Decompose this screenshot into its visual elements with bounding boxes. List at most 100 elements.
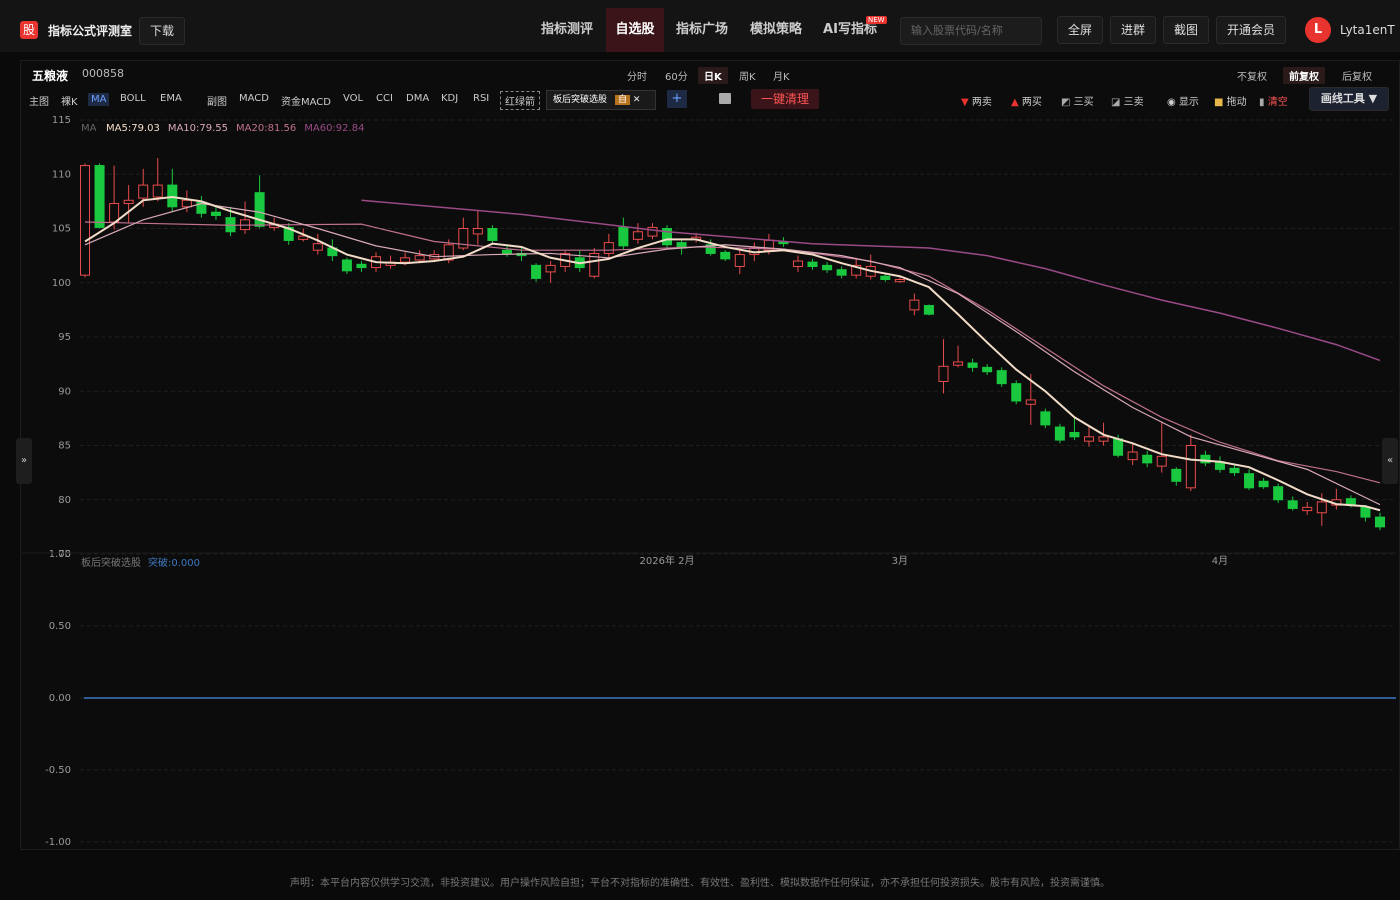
expand-right[interactable]: « xyxy=(1382,438,1398,484)
app-name[interactable]: 指标公式评测室 xyxy=(48,24,133,38)
period[interactable]: 60分 xyxy=(665,72,688,83)
candle-body xyxy=(909,299,920,311)
period[interactable]: 分时 xyxy=(627,72,647,83)
candle-body xyxy=(1142,454,1153,464)
nav-item[interactable]: 指标广场 xyxy=(675,22,728,37)
download-button[interactable]: 下载 xyxy=(139,17,185,45)
candle-body xyxy=(996,370,1007,385)
signal[interactable]: ◪ 三卖 xyxy=(1111,97,1144,108)
candle-body xyxy=(792,260,803,267)
candle-body xyxy=(982,366,993,373)
candle-body xyxy=(1244,473,1255,489)
empty-button[interactable]: ▮ 清空 xyxy=(1259,97,1288,108)
drag-toggle[interactable]: ■ 拖动 xyxy=(1214,97,1247,108)
tool[interactable]: CCI xyxy=(376,93,393,104)
tool[interactable]: BOLL xyxy=(120,93,146,104)
tool[interactable]: DMA xyxy=(406,93,430,104)
signal[interactable]: ◩ 三买 xyxy=(1061,97,1094,108)
tool[interactable]: 主图 xyxy=(29,97,49,108)
nav-item[interactable]: AI写指标 xyxy=(823,22,877,37)
candle-body xyxy=(1200,454,1211,464)
candle-body xyxy=(603,242,614,254)
signal-label: 三卖 xyxy=(1123,97,1144,108)
logo[interactable]: 股 xyxy=(20,21,38,39)
expand-left[interactable]: » xyxy=(16,438,32,484)
candle-body xyxy=(501,249,512,254)
tool[interactable]: 副图 xyxy=(207,97,227,108)
y-tick-label: 80 xyxy=(58,495,71,506)
candle-body xyxy=(807,261,818,267)
candle-body xyxy=(400,257,411,263)
nav-item[interactable]: 指标测评 xyxy=(540,22,593,37)
candle-body xyxy=(210,211,221,216)
adjust[interactable]: 不复权 xyxy=(1237,72,1267,83)
y-tick-label: 1.00 xyxy=(49,549,71,560)
candle-body xyxy=(1171,468,1182,482)
tool[interactable]: VOL xyxy=(343,93,364,104)
candle-body xyxy=(1083,436,1094,442)
candle-body xyxy=(734,254,745,267)
avatar[interactable]: L xyxy=(1305,17,1331,43)
show-toggle[interactable]: ◉ 显示 xyxy=(1167,97,1199,108)
signal[interactable]: ▼ 两卖 xyxy=(961,97,992,108)
header-button[interactable]: 进群 xyxy=(1110,16,1156,44)
period[interactable]: 月K xyxy=(773,72,790,83)
strategy-name: 板后突破选股 xyxy=(553,95,608,105)
legend-entry: MA60:92.84 xyxy=(304,123,364,134)
signal[interactable]: ▲ 两买 xyxy=(1011,97,1042,108)
draw-tool-button[interactable]: 画线工具 ▼ xyxy=(1309,87,1389,111)
candle-body xyxy=(487,228,498,241)
candle-body xyxy=(1069,431,1080,438)
candle-body xyxy=(1273,486,1284,501)
legend-entry: MA5:79.03 xyxy=(106,123,160,134)
tool[interactable]: 裸K xyxy=(61,97,78,108)
header-button[interactable]: 开通会员 xyxy=(1216,16,1286,44)
username[interactable]: Lyta1enT xyxy=(1340,23,1395,37)
period[interactable]: 周K xyxy=(739,72,756,83)
footer: 声明：本平台内容仅供学习交流，非投资建议。用户操作风险自担；平台不对指标的准确性… xyxy=(290,878,1110,889)
sub-title: 板后突破选股 xyxy=(81,556,141,569)
adjust[interactable]: 前复权 xyxy=(1283,67,1325,84)
tool[interactable]: KDJ xyxy=(441,93,459,104)
add-button[interactable]: + xyxy=(667,90,687,108)
ma-line xyxy=(84,221,1381,484)
nav-item[interactable]: 模拟策略 xyxy=(749,22,802,37)
search-input[interactable]: 输入股票代码/名称 xyxy=(900,17,1042,45)
candle-body xyxy=(79,165,91,276)
tool[interactable]: MA xyxy=(88,93,110,106)
y-tick-label: 75 xyxy=(58,549,71,560)
adjust[interactable]: 后复权 xyxy=(1342,72,1372,83)
candle-body xyxy=(152,184,163,198)
candle-body xyxy=(647,226,658,237)
candle-body xyxy=(851,264,862,276)
tool[interactable]: 资金MACD xyxy=(281,97,331,108)
candle-body xyxy=(167,184,178,208)
period[interactable]: 日K xyxy=(698,67,728,84)
header-button[interactable]: 截图 xyxy=(1163,16,1209,44)
tool[interactable]: 红绿箭 xyxy=(500,91,540,110)
candle-body xyxy=(94,165,105,228)
candle-body xyxy=(283,226,294,241)
candle-body xyxy=(254,192,265,227)
save-icon[interactable] xyxy=(719,93,731,104)
tool[interactable]: RSI xyxy=(473,93,490,104)
y-tick-label: -1.00 xyxy=(45,837,71,848)
tool[interactable]: EMA xyxy=(160,93,182,104)
nav-item[interactable]: 自选股 xyxy=(606,8,664,52)
candle-body xyxy=(1011,383,1022,402)
candle-body xyxy=(298,235,309,240)
header-button[interactable]: 全屏 xyxy=(1057,16,1103,44)
tool[interactable]: MACD xyxy=(239,93,269,104)
candle-body xyxy=(1316,501,1327,514)
candle-body xyxy=(1345,498,1356,505)
signal-label: 两买 xyxy=(1021,97,1042,108)
candle-body xyxy=(967,362,978,368)
candle-body xyxy=(1287,500,1298,509)
strategy-chip[interactable]: 板后突破选股自 ✕ xyxy=(546,90,656,110)
candle-body xyxy=(138,184,149,199)
candle-body xyxy=(196,201,207,214)
chart: 75 80 85 90 95 100 105 110 115 2026年 2月 3月 4月 MA MA5:… xyxy=(22,115,1396,848)
clear-button[interactable]: 一键清理 xyxy=(751,89,819,109)
legend-entry: MA10:79.55 xyxy=(168,123,228,134)
